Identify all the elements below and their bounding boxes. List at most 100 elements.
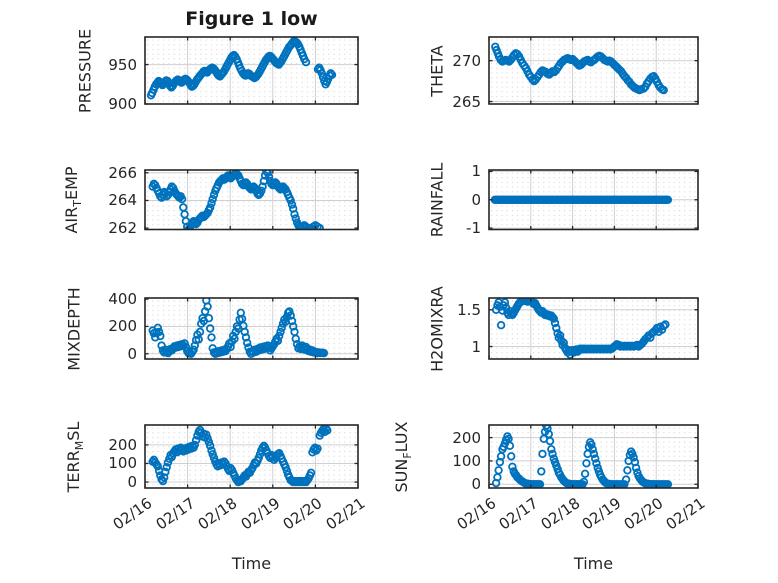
xtick-label: 02/16 <box>109 494 156 534</box>
y-axis-label-mixdepth: MIXDEPTH <box>65 287 84 370</box>
ylabel-subscript: F <box>401 451 414 459</box>
axes-box <box>488 169 699 231</box>
major-gridlines <box>145 298 358 359</box>
plot-area-pressure <box>144 36 359 105</box>
ytick-label-air-temp: 264 <box>108 191 137 210</box>
x-axis-label-right: Time <box>573 554 614 573</box>
xtick-label: 02/16 <box>453 494 500 534</box>
ytick-label-sun-flux: 0 <box>471 475 481 494</box>
scatter-series-sun-flux <box>491 425 673 488</box>
axes-box <box>488 297 699 360</box>
ytick-label-mixdepth: 400 <box>108 290 137 309</box>
xtick-label: 02/17 <box>495 494 542 534</box>
major-gridlines <box>145 170 358 230</box>
plot-area-rainfall <box>488 169 699 231</box>
tick-marks <box>144 425 359 488</box>
axes-box <box>144 297 359 360</box>
minor-grid-dots <box>145 298 358 359</box>
y-axis-label-theta: THETA <box>428 45 447 96</box>
ylabel-text: MIXDEPTH <box>64 286 84 371</box>
major-gridlines <box>489 425 698 488</box>
ytick-label-mixdepth: 200 <box>108 317 137 336</box>
y-axis-label-air-temp: AIRTEMP <box>62 166 84 233</box>
scatter-series-rainfall <box>490 195 673 204</box>
tick-marks <box>144 298 359 359</box>
ytick-label-air-temp: 266 <box>108 163 137 182</box>
axes-box <box>488 36 699 105</box>
scatter-series-pressure <box>146 37 337 100</box>
xtick-label: 02/19 <box>237 494 284 534</box>
major-gridlines <box>489 37 698 104</box>
tick-marks <box>488 425 699 488</box>
y-axis-label-h2omixra: H2OMIXRA <box>428 286 447 372</box>
xtick-label: 02/18 <box>537 494 583 534</box>
ytick-label-terr-msl: 0 <box>127 473 137 492</box>
major-gridlines <box>145 425 358 488</box>
ylabel-text: SL <box>64 421 83 441</box>
xtick-label: 02/21 <box>322 494 369 534</box>
scatter-series-mixdepth <box>148 298 329 358</box>
scatter-series-h2omixra <box>491 298 670 359</box>
xtick-label: 02/18 <box>194 494 241 534</box>
minor-grid-dots <box>489 170 698 230</box>
tick-marks <box>488 37 699 104</box>
axes-box <box>144 424 359 489</box>
axes-box <box>144 36 359 105</box>
x-axis-label-left: Time <box>231 554 272 573</box>
ylabel-text: LUX <box>392 421 411 452</box>
ytick-label-sun-flux: 100 <box>452 451 481 470</box>
ytick-label-h2omixra: 1 <box>471 337 481 356</box>
plot-area-air-temp <box>144 169 359 231</box>
tick-marks <box>144 170 359 230</box>
ytick-label-terr-msl: 100 <box>108 454 137 473</box>
ylabel-subscript: T <box>71 199 84 207</box>
tick-marks <box>488 298 699 359</box>
tick-marks <box>488 170 699 230</box>
minor-grid-dots <box>489 425 698 488</box>
ytick-label-pressure: 950 <box>108 55 137 74</box>
ytick-label-pressure: 900 <box>108 95 137 113</box>
y-axis-label-terr-msl: TERRMSL <box>64 421 86 492</box>
xtick-label: 02/20 <box>620 494 667 534</box>
ytick-label-h2omixra: 1.5 <box>457 300 481 319</box>
minor-grid-dots <box>145 37 358 104</box>
ylabel-text: EMP <box>62 166 81 200</box>
minor-grid-dots <box>489 298 698 359</box>
major-gridlines <box>489 170 698 230</box>
major-gridlines <box>145 37 358 104</box>
plot-area-terr-msl <box>144 424 359 489</box>
plot-area-theta <box>488 36 699 105</box>
scatter-series-terr-msl <box>148 425 332 487</box>
xtick-label: 02/21 <box>662 494 709 534</box>
tick-marks <box>144 37 359 105</box>
plot-area-mixdepth <box>144 297 359 360</box>
y-axis-label-pressure: PRESSURE <box>76 28 95 112</box>
ylabel-text: H2OMIXRA <box>427 285 447 372</box>
plot-area-sun-flux <box>488 424 699 489</box>
minor-grid-dots <box>489 37 698 104</box>
ytick-label-theta: 265 <box>452 92 481 111</box>
xtick-label: 02/19 <box>578 494 625 534</box>
ytick-label-theta: 270 <box>452 51 481 70</box>
ylabel-text: TERR <box>64 449 83 492</box>
scatter-series-theta <box>491 42 668 95</box>
ytick-label-rainfall: -1 <box>466 219 481 238</box>
ytick-label-air-temp: 262 <box>108 219 137 238</box>
ytick-label-terr-msl: 200 <box>108 435 137 454</box>
axes-box <box>488 424 699 489</box>
xtick-label: 02/17 <box>152 494 198 534</box>
ytick-label-mixdepth: 0 <box>127 344 137 363</box>
xtick-label: 02/20 <box>279 494 326 534</box>
ylabel-text: PRESSURE <box>75 28 95 113</box>
minor-grid-dots <box>145 425 358 488</box>
ylabel-subscript: M <box>73 440 86 450</box>
